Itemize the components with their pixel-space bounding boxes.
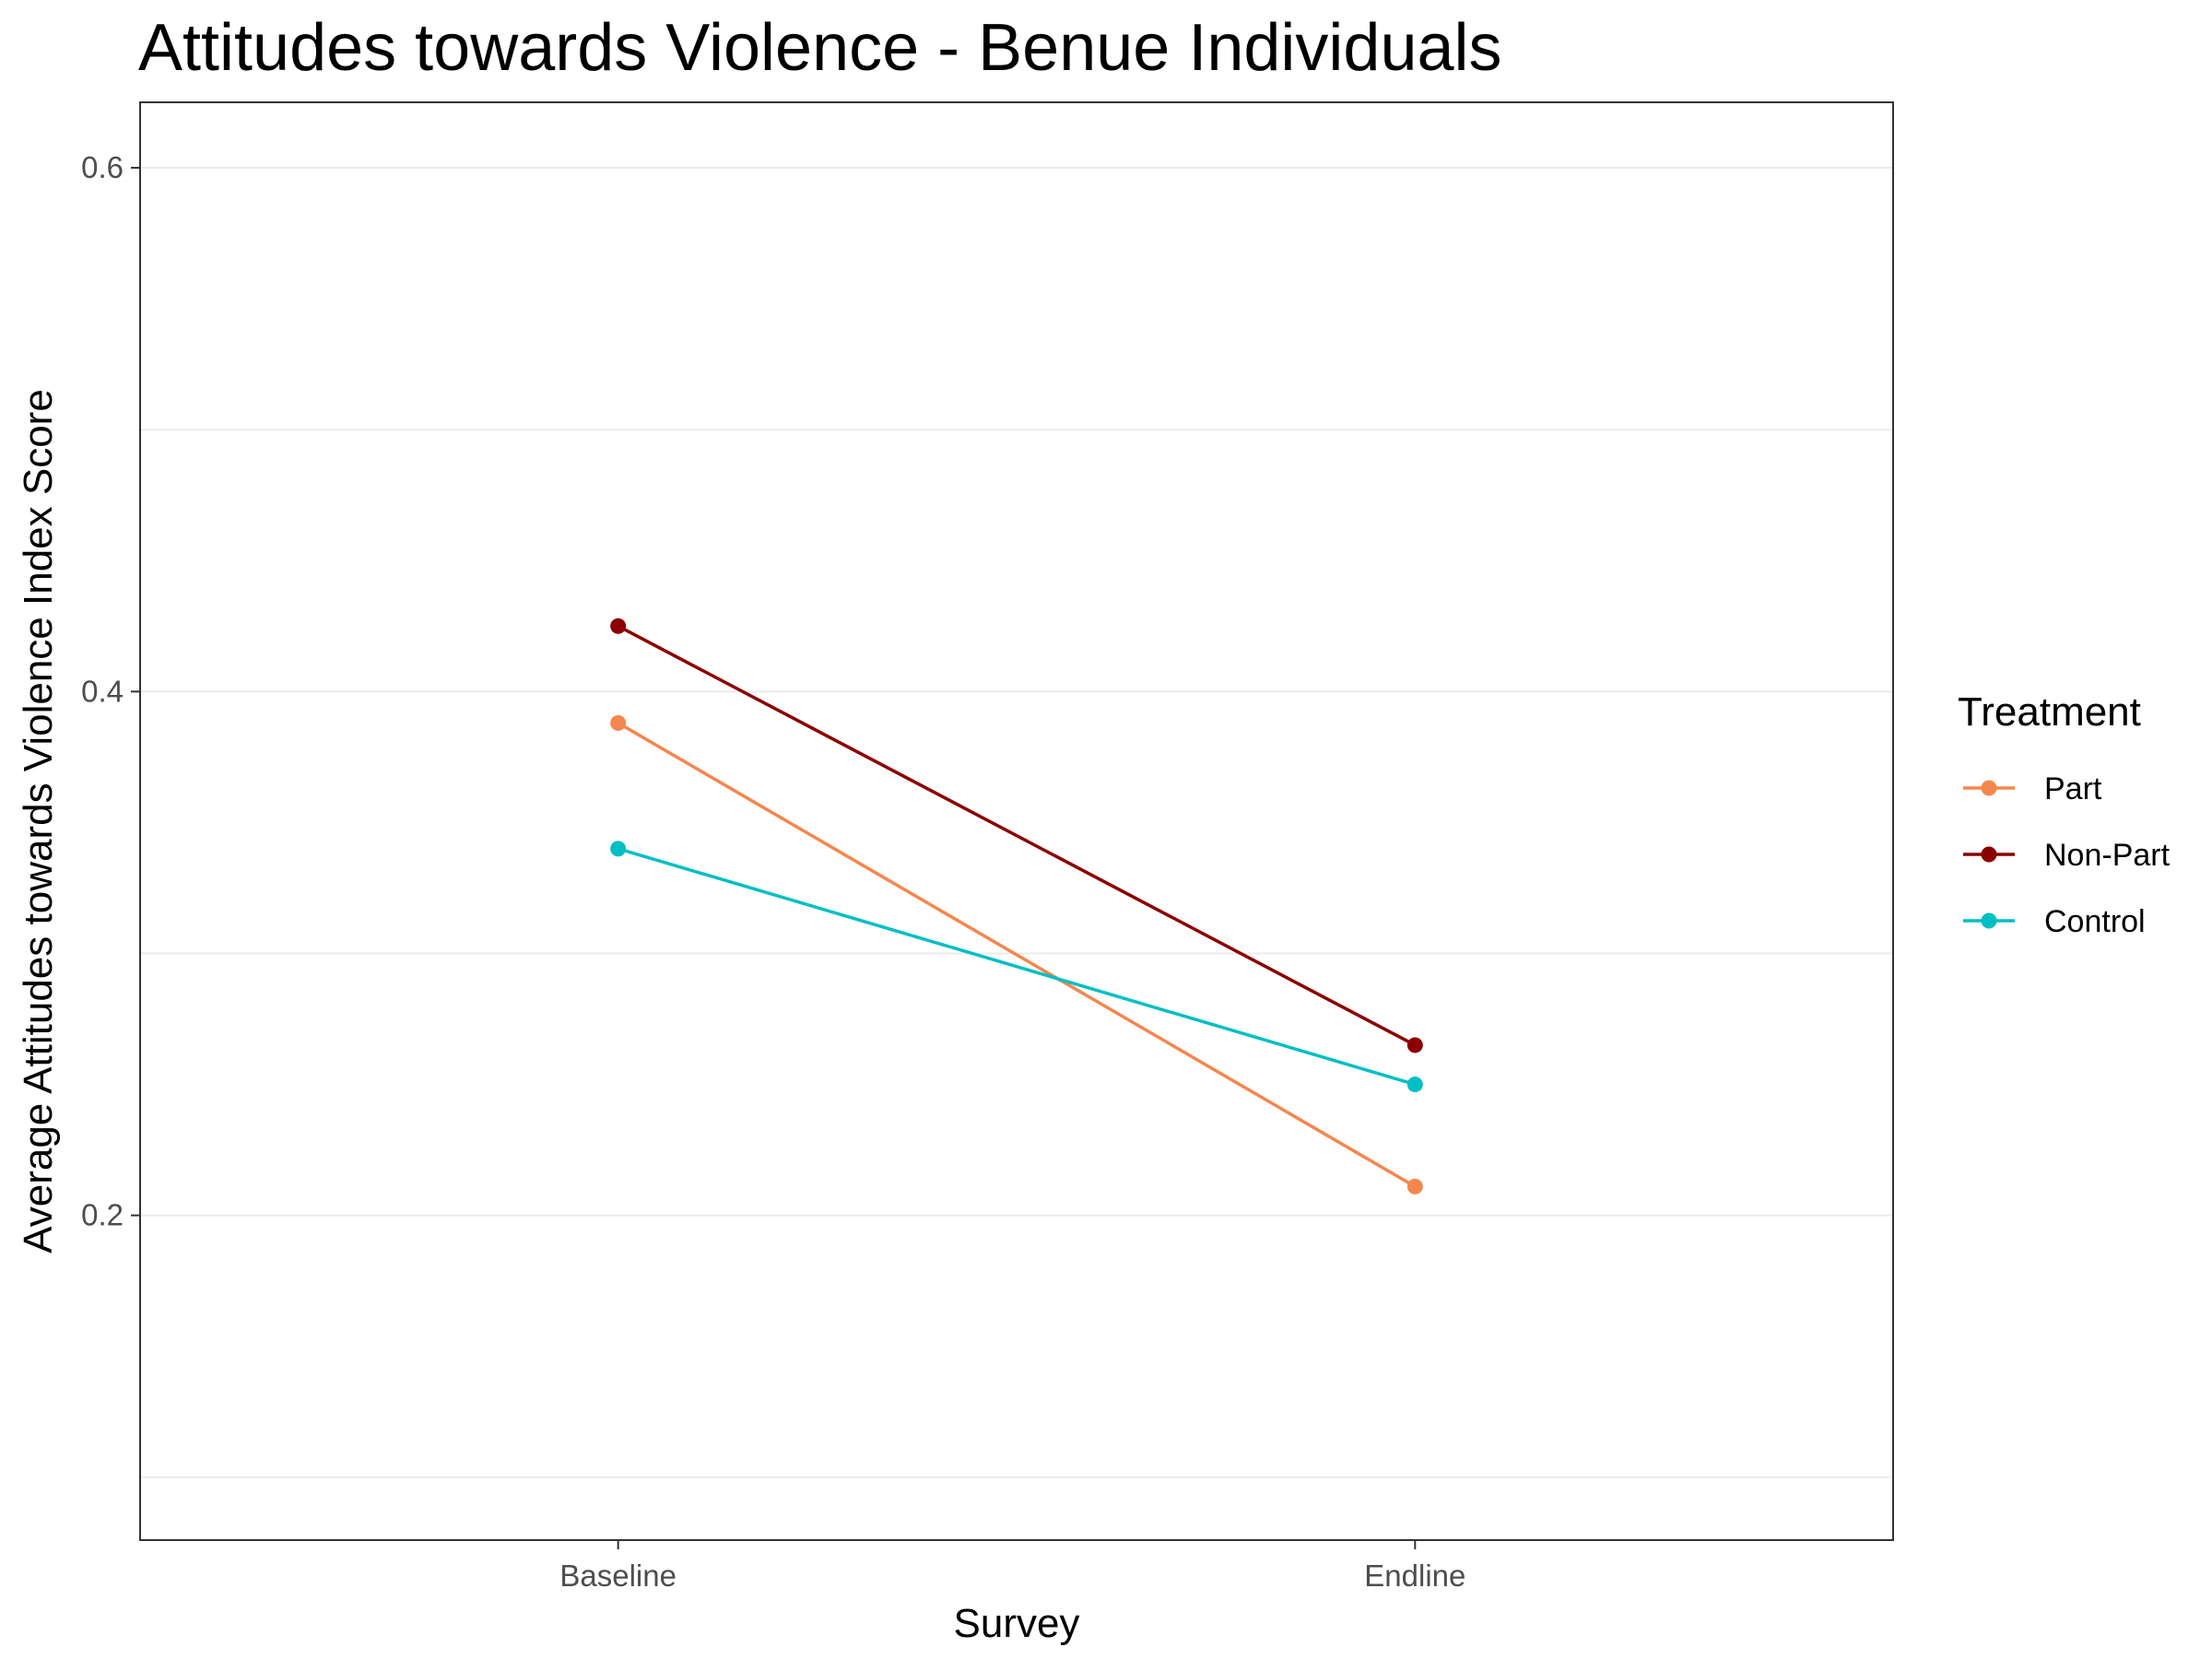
series-layer [610,618,1423,1194]
legend-label-control: Control [2044,904,2146,939]
series-line-control [618,847,1416,1087]
legend-key-point-control [1981,912,1997,929]
legend-label-part: Part [2044,771,2102,806]
data-point-part [610,714,627,731]
x-axis-title: Survey [954,1601,1080,1646]
grid-layer [140,167,1893,1478]
series-line-part [617,721,1417,1188]
data-point-part [1406,1178,1423,1194]
plot-panel-border [139,101,1894,1541]
chart-title: Attitudes towards Violence - Benue Indiv… [138,11,1502,85]
data-point-non-part [610,618,627,634]
data-point-control [610,841,627,857]
y-tick-label: 0.6 [81,150,124,184]
legend: Treatment Part Non-Part Control [1958,689,2171,939]
x-tick-label: Endline [1364,1559,1465,1593]
y-tick-label: 0.2 [81,1198,124,1232]
y-axis-title: Average Attitudes towards Violence Index… [16,389,61,1253]
legend-title: Treatment [1958,689,2141,735]
y-tick-label: 0.4 [81,674,124,708]
legend-key-point-part [1981,780,1997,796]
legend-key-point-non-part [1981,846,1997,863]
data-point-control [1406,1077,1423,1093]
legend-items: Part Non-Part Control [1963,771,2171,939]
axis-layer: 0.2 0.4 0.6 Baseline Endline [81,150,1465,1593]
series-line-non-part [617,624,1417,1047]
data-point-non-part [1406,1037,1423,1053]
legend-label-non-part: Non-Part [2044,838,2171,873]
x-tick-label: Baseline [559,1559,677,1593]
